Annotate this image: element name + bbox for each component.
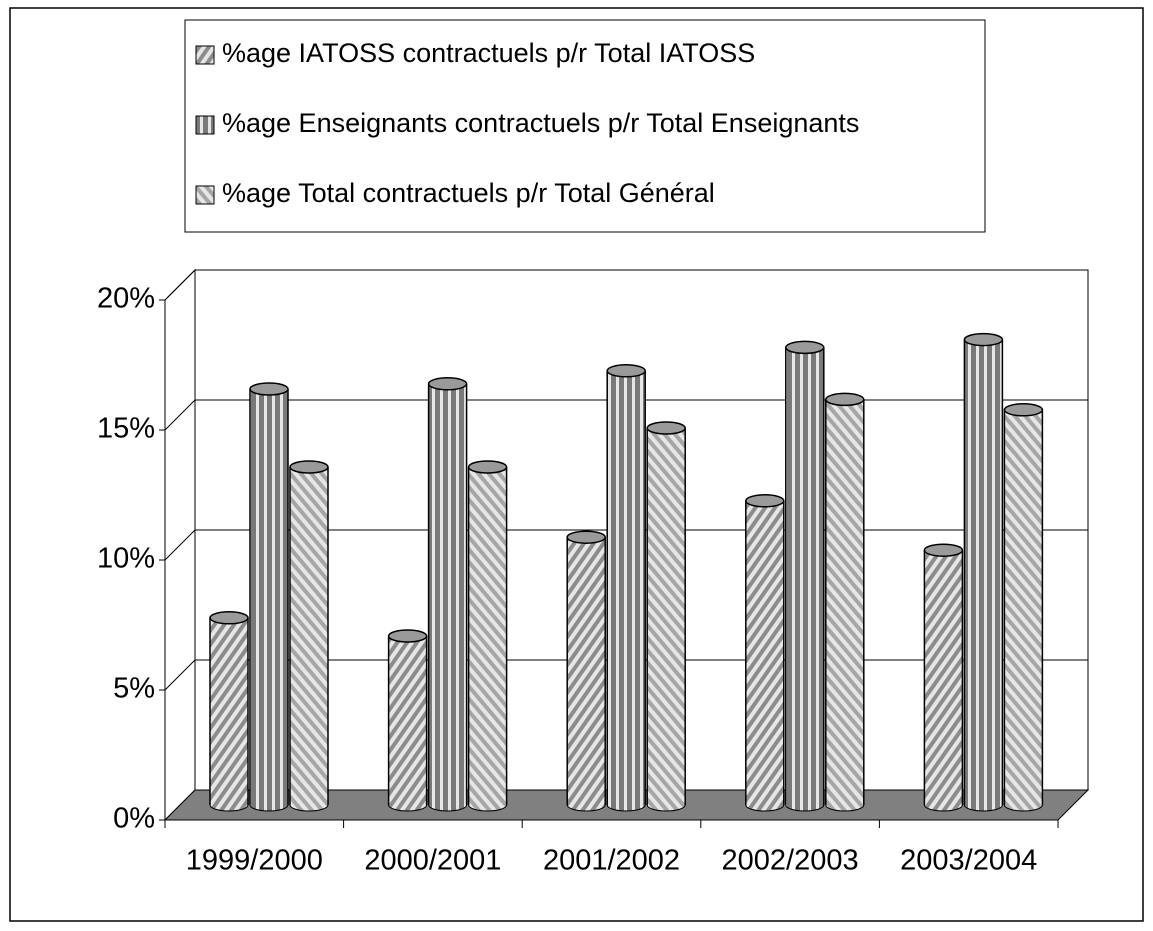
bar xyxy=(964,339,1003,805)
y-tick-label: 10% xyxy=(97,543,155,575)
x-tick-label: 2003/2004 xyxy=(900,845,1037,877)
x-tick-label: 2002/2003 xyxy=(722,845,859,877)
bar xyxy=(250,389,288,805)
bar xyxy=(388,636,427,805)
legend-label: %age Enseignants contractuels p/r Total … xyxy=(222,108,859,138)
bar-top xyxy=(289,460,329,474)
y-tick-label: 20% xyxy=(97,283,155,315)
legend-swatch xyxy=(195,115,215,135)
bar xyxy=(1004,409,1043,805)
bar-top xyxy=(249,382,289,396)
bar xyxy=(290,467,328,805)
bar-top xyxy=(745,494,785,508)
bar-top xyxy=(825,392,865,407)
bar xyxy=(745,500,784,805)
bar-top xyxy=(963,332,1004,347)
bar xyxy=(468,467,507,805)
bar-top xyxy=(566,530,606,544)
legend-label: %age IATOSS contractuels p/r Total IATOS… xyxy=(222,38,755,68)
y-tick-label: 5% xyxy=(113,673,155,705)
bar xyxy=(567,537,606,805)
bar-top xyxy=(785,340,825,355)
legend-swatch xyxy=(195,185,215,205)
bar xyxy=(825,399,864,805)
grid-line xyxy=(164,269,1088,301)
bar-top xyxy=(1003,403,1044,417)
x-tick-label: 1999/2000 xyxy=(186,845,323,877)
bar-top xyxy=(923,543,964,557)
legend-swatch xyxy=(195,45,215,65)
y-tick-label: 0% xyxy=(113,803,155,835)
bar-top xyxy=(209,611,249,625)
legend-box xyxy=(184,19,986,233)
bar xyxy=(647,428,686,805)
x-tick-label: 2000/2001 xyxy=(364,845,501,877)
y-tick-label: 15% xyxy=(97,413,155,445)
bar-top xyxy=(387,629,428,643)
bar xyxy=(924,550,963,805)
bar xyxy=(785,347,824,805)
legend-label: %age Total contractuels p/r Total Généra… xyxy=(222,178,715,208)
bar-top xyxy=(606,364,646,378)
bar xyxy=(428,383,467,805)
x-tick-label: 2001/2002 xyxy=(543,845,680,877)
bar-top xyxy=(427,377,468,391)
bar xyxy=(607,370,646,805)
bar-top xyxy=(646,421,686,435)
bar-top xyxy=(467,460,508,474)
bar xyxy=(210,617,248,805)
